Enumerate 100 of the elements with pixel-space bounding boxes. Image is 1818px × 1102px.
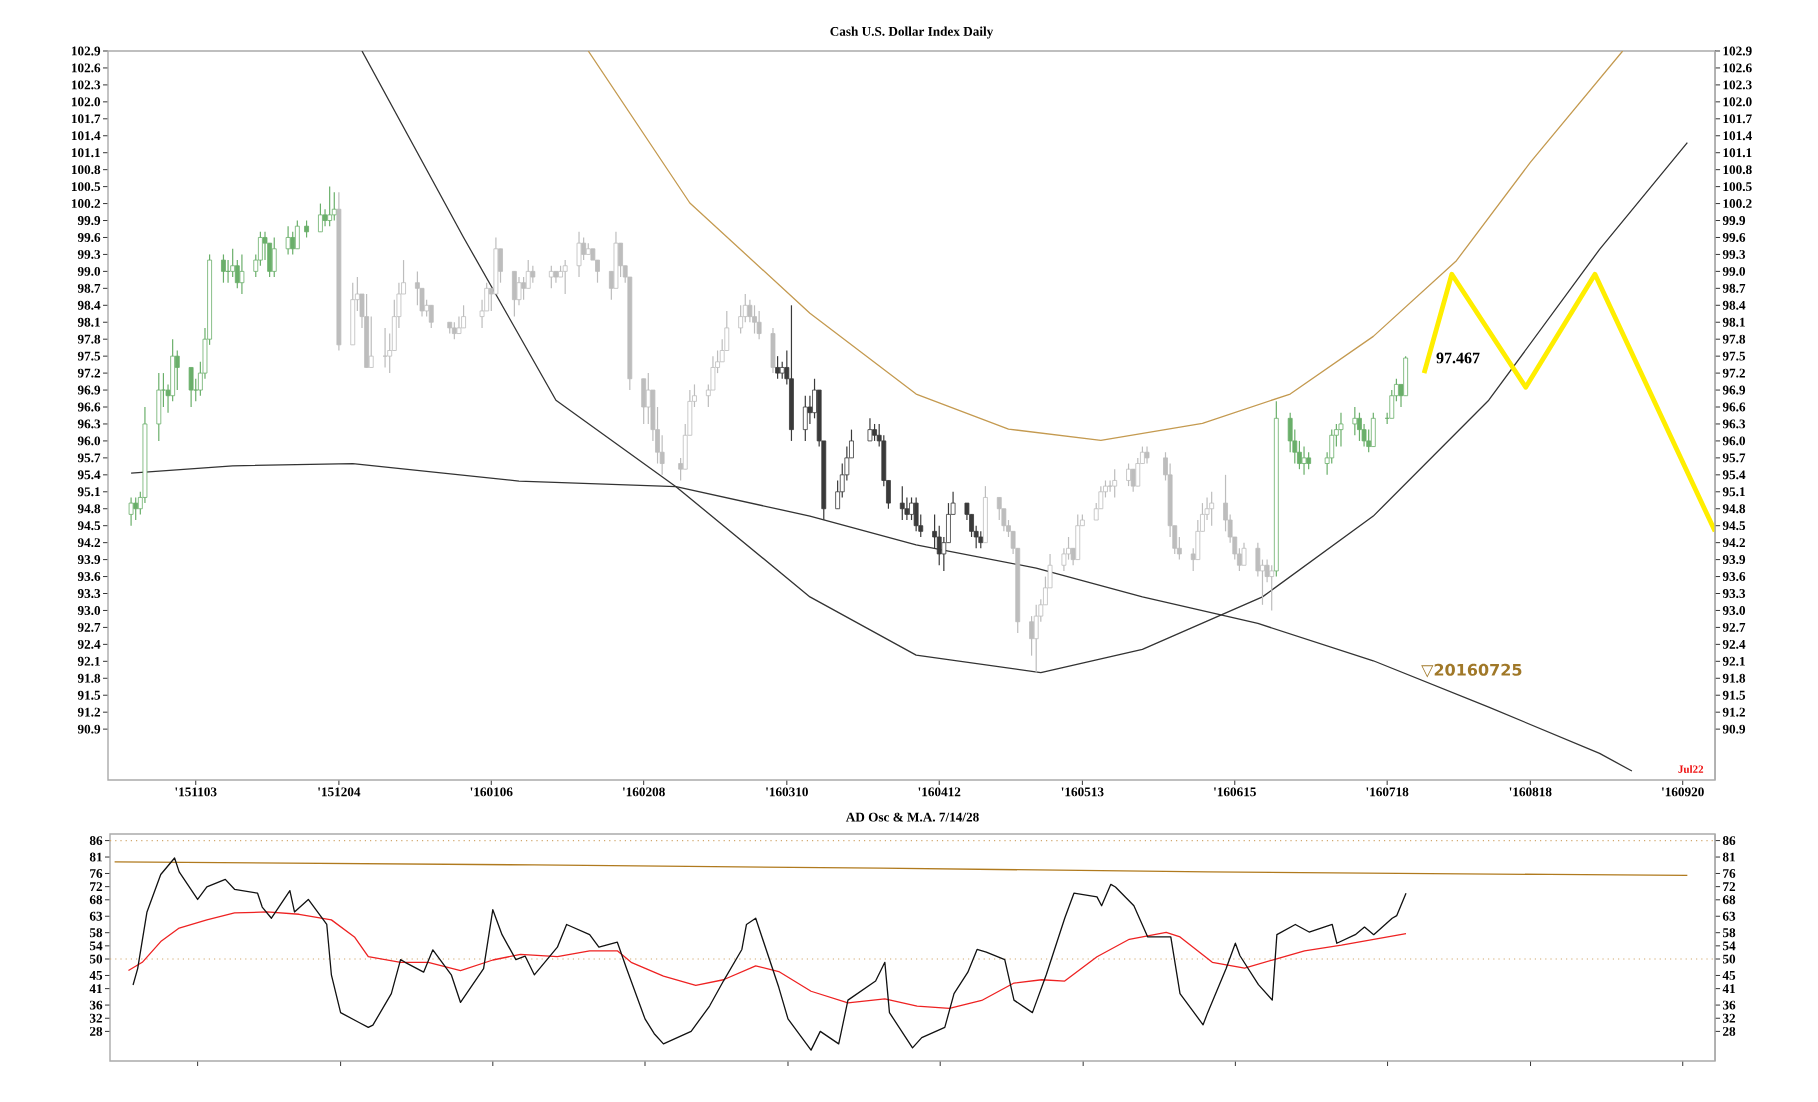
y-tick-label: 91.2	[1722, 707, 1745, 717]
y-tick-label: 101.4	[1723, 131, 1752, 141]
chart-title: Cash U.S. Dollar Index Daily	[830, 26, 994, 39]
line-series	[1421, 271, 1716, 534]
y-tick-label: 98.1	[1722, 317, 1745, 327]
candlestick	[221, 253, 226, 284]
y-tick-label: 102.0	[1723, 97, 1752, 107]
candlestick	[368, 316, 374, 369]
candlestick	[318, 202, 323, 233]
y-tick-label: 102.9	[1723, 46, 1752, 56]
y-tick-label: 63	[89, 911, 103, 921]
y-tick-label: 100.5	[1723, 182, 1752, 192]
annotation: ▽20160725	[1421, 663, 1522, 678]
y-tick-label: 94.5	[1722, 521, 1746, 531]
y-tick-label: 76	[90, 869, 103, 878]
y-tick-label: 72	[90, 882, 103, 892]
y-tick-label: 97.5	[1722, 351, 1746, 361]
candlestick	[548, 265, 554, 289]
y-tick-label: 91.5	[1722, 690, 1746, 700]
x-tick-label: '160818	[1509, 787, 1552, 797]
x-tick-label: '160310	[766, 787, 808, 797]
y-tick-label: 58	[89, 928, 103, 938]
annotation: 97.467	[1436, 352, 1480, 364]
candlestick	[1352, 406, 1358, 436]
candlestick	[331, 191, 337, 222]
y-tick-label: 98.7	[1722, 283, 1746, 293]
y-tick-label: 45	[89, 971, 103, 980]
y-tick-label: 94.2	[1722, 538, 1745, 548]
candlestick	[1107, 479, 1113, 493]
y-tick-label: 94.8	[1722, 504, 1746, 514]
line-series	[587, 50, 1624, 442]
candlestick	[456, 316, 462, 335]
x-tick-label: '160412	[918, 787, 961, 797]
x-tick-label: '160106	[470, 787, 513, 797]
candlestick	[188, 366, 194, 408]
candlestick	[285, 225, 291, 256]
candlestick	[239, 253, 245, 295]
y-tick-label: 101.7	[1723, 114, 1752, 124]
x-tick-label: '160208	[623, 787, 665, 797]
y-tick-label: 92.4	[1722, 639, 1746, 649]
candlestick	[525, 259, 531, 289]
annotation: Jul22	[1678, 765, 1704, 773]
y-tick-label: 102.3	[1723, 80, 1752, 90]
y-tick-label: 50	[89, 954, 103, 964]
y-tick-label: 101.1	[1723, 148, 1752, 158]
candlestick	[1338, 412, 1344, 448]
y-tick-label: 99.0	[1722, 266, 1746, 276]
y-tick-label: 90.9	[1722, 724, 1746, 734]
y-tick-label: 36	[89, 1000, 103, 1010]
y-tick-label: 102.6	[1723, 63, 1752, 73]
candlestick	[775, 355, 780, 380]
candlestick	[576, 231, 582, 278]
y-tick-label: 93.9	[1722, 555, 1746, 565]
y-tick-label: 97.2	[1722, 368, 1745, 378]
candlestick	[1301, 445, 1307, 476]
y-tick-label: 99.9	[1722, 216, 1746, 225]
y-tick-label: 95.7	[1722, 453, 1746, 463]
y-tick-label: 41	[89, 984, 102, 993]
x-tick-label: '160513	[1061, 787, 1104, 797]
y-tick-label: 32	[89, 1013, 103, 1023]
y-tick-label: 68	[89, 895, 103, 905]
x-tick-label: '160718	[1366, 787, 1409, 797]
candlestick	[1112, 468, 1118, 499]
y-tick-label: 54	[89, 941, 103, 951]
y-tick-label: 96.6	[1722, 402, 1746, 412]
line-series	[113, 861, 1688, 877]
candlestick	[899, 485, 905, 521]
y-tick-label: 99.6	[1722, 233, 1746, 242]
y-tick-label: 91.8	[1722, 673, 1746, 683]
y-tick-label: 98.4	[1722, 300, 1746, 310]
y-tick-label: 93.6	[1722, 572, 1746, 582]
y-tick-label: 86	[89, 836, 103, 846]
chart-title: AD Osc & M.A. 7/14/28	[845, 812, 979, 822]
line-series	[127, 911, 1407, 1010]
x-tick-label: '151103	[175, 787, 217, 797]
candlestick	[802, 395, 808, 442]
y-tick-label: 81	[89, 852, 102, 862]
y-tick-label: 93.3	[1722, 589, 1746, 598]
y-tick-label: 97.8	[1722, 334, 1746, 344]
candlestick	[128, 496, 134, 527]
y-tick-label: 93.0	[1722, 605, 1746, 615]
candlestick	[1126, 462, 1131, 487]
y-tick-label: 28	[89, 1026, 103, 1036]
y-tick-label: 96.0	[1722, 436, 1746, 446]
line-series	[132, 857, 1407, 1051]
y-tick-label: 99.3	[1722, 249, 1746, 259]
y-tick-label: 100.2	[1723, 199, 1752, 209]
y-tick-label: 95.1	[1722, 487, 1745, 497]
x-tick-label: '160615	[1214, 787, 1256, 797]
candlestick	[294, 219, 300, 250]
y-tick-label: 92.1	[1722, 656, 1745, 666]
y-tick-label: 96.9	[1722, 385, 1746, 395]
candlestick	[738, 304, 744, 335]
y-tick-label: 95.4	[1722, 470, 1746, 480]
candlestick	[562, 259, 568, 295]
candlestick	[867, 417, 873, 442]
y-tick-label: 92.7	[1722, 622, 1746, 632]
candlestick	[428, 304, 434, 329]
y-tick-label: 96.3	[1722, 419, 1746, 429]
candlestick	[1144, 445, 1150, 465]
